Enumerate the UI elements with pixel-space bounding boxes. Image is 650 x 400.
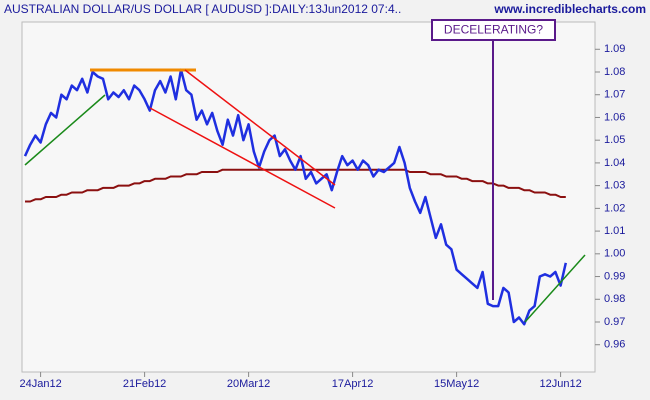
y-tick-label: 1.09 [604,43,625,55]
price-line [23,68,568,326]
y-tick-label: 1.03 [604,180,625,192]
plot-area [21,21,596,373]
y-tick-label: 1.08 [604,66,625,78]
marks: 0.96 0.97 0.98 0.99 1.00 1.01 1.02 1.03 1.04 1.05… [19,43,625,390]
y-tick-label: 1.04 [604,157,625,169]
trendline [524,254,586,323]
x-tick-label: 20Mar12 [227,378,270,390]
y-tick-label: 0.99 [604,270,625,282]
y-tick-label: 0.97 [604,316,625,328]
y-tick-label: 0.96 [604,339,625,351]
y-tick-label: 1.02 [604,202,625,214]
y-tick-label: 0.98 [604,293,625,305]
y-tick-label: 1.00 [604,248,625,260]
x-tick-label: 15May12 [434,378,479,390]
trendline [24,94,106,166]
chart-title: AUSTRALIAN DOLLAR/US DOLLAR [ AUDUSD ]:D… [4,2,401,16]
annotation: DECELERATING? [444,23,543,37]
annotation-box [431,19,556,41]
y-tick-label: 1.05 [604,134,625,146]
source: www.incrediblecharts.com [493,2,646,16]
x-tick-label: 21Feb12 [123,378,166,390]
channel-upper [184,69,336,186]
y-tick-label: 1.06 [604,111,625,123]
x-tick-label: 17Apr12 [332,378,374,390]
x-tick-label: 24Jan12 [19,378,61,390]
channel-lower [149,107,336,209]
x-tick-label: 12Jun12 [539,378,581,390]
y-tick-label: 1.07 [604,89,625,101]
y-tick-label: 1.01 [604,225,625,237]
